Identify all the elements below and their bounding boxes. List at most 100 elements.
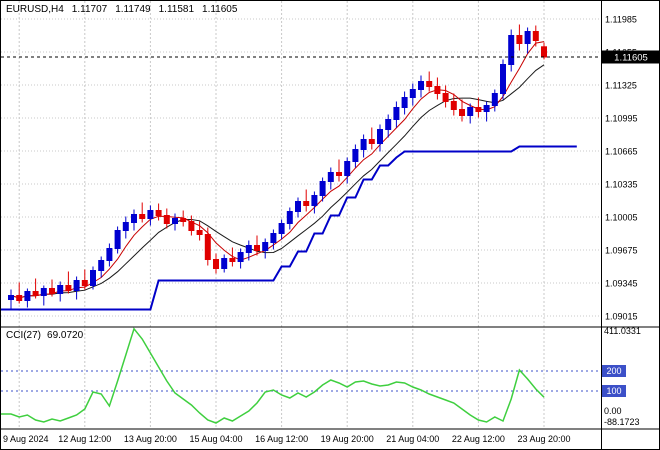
support-step-line bbox=[1, 145, 577, 311]
candle-body bbox=[114, 230, 121, 249]
candle-body bbox=[426, 81, 433, 87]
bear-candle bbox=[450, 93, 457, 116]
candle-body bbox=[532, 31, 539, 41]
price-tick-label: 1.09675 bbox=[605, 246, 638, 256]
candle-body bbox=[418, 81, 424, 90]
main-chart-area[interactable] bbox=[1, 1, 601, 327]
bull-candle bbox=[385, 114, 392, 138]
bear-candle bbox=[336, 159, 342, 182]
bull-candle bbox=[360, 134, 367, 158]
candle-body bbox=[139, 214, 146, 219]
candle-body bbox=[393, 107, 400, 120]
price-tick-label: 1.09345 bbox=[605, 279, 638, 289]
cci-level-badge: 100 bbox=[602, 385, 626, 397]
cci-zero-label: 0.00 bbox=[604, 406, 622, 416]
bear-candle bbox=[188, 215, 195, 236]
candle-body bbox=[163, 215, 170, 224]
bear-candle bbox=[426, 71, 433, 92]
bull-candle bbox=[524, 27, 531, 54]
candle-body bbox=[237, 252, 244, 262]
price-tick-label: 1.10335 bbox=[605, 180, 638, 190]
cci-level-badge: 200 bbox=[602, 365, 626, 377]
bull-candle bbox=[286, 207, 293, 230]
bear-candle bbox=[49, 279, 55, 297]
candle-body bbox=[278, 223, 285, 234]
bear-candle bbox=[65, 271, 72, 294]
cci-panel-area[interactable] bbox=[1, 327, 601, 429]
candle-body bbox=[442, 93, 449, 102]
current-price-badge-text: 1.11605 bbox=[614, 53, 648, 64]
candle-body bbox=[409, 89, 416, 98]
candle-body bbox=[172, 218, 178, 224]
candle-body bbox=[196, 230, 203, 235]
candle-body bbox=[106, 248, 113, 261]
bull-candle bbox=[352, 144, 359, 168]
current-price-badge: 1.11605 bbox=[602, 50, 659, 64]
bull-candle bbox=[418, 75, 424, 98]
candle-body bbox=[90, 270, 96, 286]
candle-body bbox=[213, 259, 219, 269]
bull-candle bbox=[237, 248, 244, 269]
time-tick-label: 21 Aug 04:00 bbox=[386, 434, 439, 444]
cci-value: 69.0720 bbox=[47, 330, 84, 341]
candle-body bbox=[270, 233, 277, 243]
candle-body bbox=[467, 107, 474, 116]
bear-candle bbox=[139, 202, 146, 223]
bear-candle bbox=[532, 25, 539, 47]
bull-candle bbox=[393, 101, 400, 128]
chart-header: EURUSD,H4 1.11707 1.11749 1.11581 1.1160… bbox=[6, 4, 237, 15]
candle-body bbox=[500, 64, 506, 94]
bull-candle bbox=[344, 157, 351, 184]
bull-candle bbox=[270, 229, 277, 250]
candle-body bbox=[401, 97, 408, 108]
time-tick-label: 22 Aug 12:00 bbox=[452, 434, 505, 444]
bull-candle bbox=[24, 288, 31, 308]
bull-candle bbox=[73, 276, 80, 300]
cci-level-badge-bg bbox=[602, 365, 626, 377]
bull-candle bbox=[262, 238, 269, 259]
candle-body bbox=[204, 234, 211, 260]
candle-body bbox=[98, 260, 105, 271]
candle-body bbox=[49, 288, 55, 294]
cci-min-label: -88.1723 bbox=[604, 417, 640, 427]
bear-candle bbox=[204, 227, 211, 266]
bear-candle bbox=[180, 210, 187, 227]
bear-candle bbox=[155, 203, 162, 221]
bear-candle bbox=[196, 221, 203, 241]
candle-body bbox=[434, 86, 441, 94]
candle-body bbox=[524, 31, 531, 44]
bear-candle bbox=[434, 77, 441, 100]
open-value: 1.11707 bbox=[71, 4, 108, 15]
cci-line bbox=[1, 327, 545, 424]
candle-body bbox=[319, 181, 326, 196]
candle-body bbox=[336, 172, 342, 176]
candle-body bbox=[180, 218, 187, 222]
bear-candle bbox=[213, 253, 219, 274]
candle-body bbox=[229, 258, 236, 262]
candle-body bbox=[221, 258, 228, 269]
price-tick-label: 1.11985 bbox=[605, 15, 637, 25]
bear-candle bbox=[81, 269, 88, 290]
bull-candle bbox=[8, 289, 14, 310]
time-axis[interactable] bbox=[1, 429, 601, 450]
candle-body bbox=[147, 210, 154, 219]
price-axis[interactable] bbox=[602, 1, 660, 429]
candle-body bbox=[8, 295, 14, 300]
candle-body bbox=[188, 221, 195, 231]
candle-body bbox=[368, 139, 375, 144]
price-tick-label: 1.10665 bbox=[605, 147, 638, 157]
bull-candle bbox=[98, 256, 105, 278]
time-tick-label: 13 Aug 20:00 bbox=[124, 434, 177, 444]
price-tick-label: 1.10995 bbox=[605, 114, 638, 124]
candle-body bbox=[73, 280, 80, 291]
bull-candle bbox=[311, 191, 318, 214]
bull-candle bbox=[245, 240, 252, 261]
candle-body bbox=[459, 109, 465, 116]
candle-body bbox=[16, 295, 23, 301]
cci-level-badge-text: 200 bbox=[606, 366, 621, 376]
bull-candle bbox=[221, 254, 228, 273]
cci-level-badge-text: 100 bbox=[606, 386, 621, 396]
bull-candle bbox=[131, 209, 137, 231]
bull-candle bbox=[483, 101, 490, 122]
